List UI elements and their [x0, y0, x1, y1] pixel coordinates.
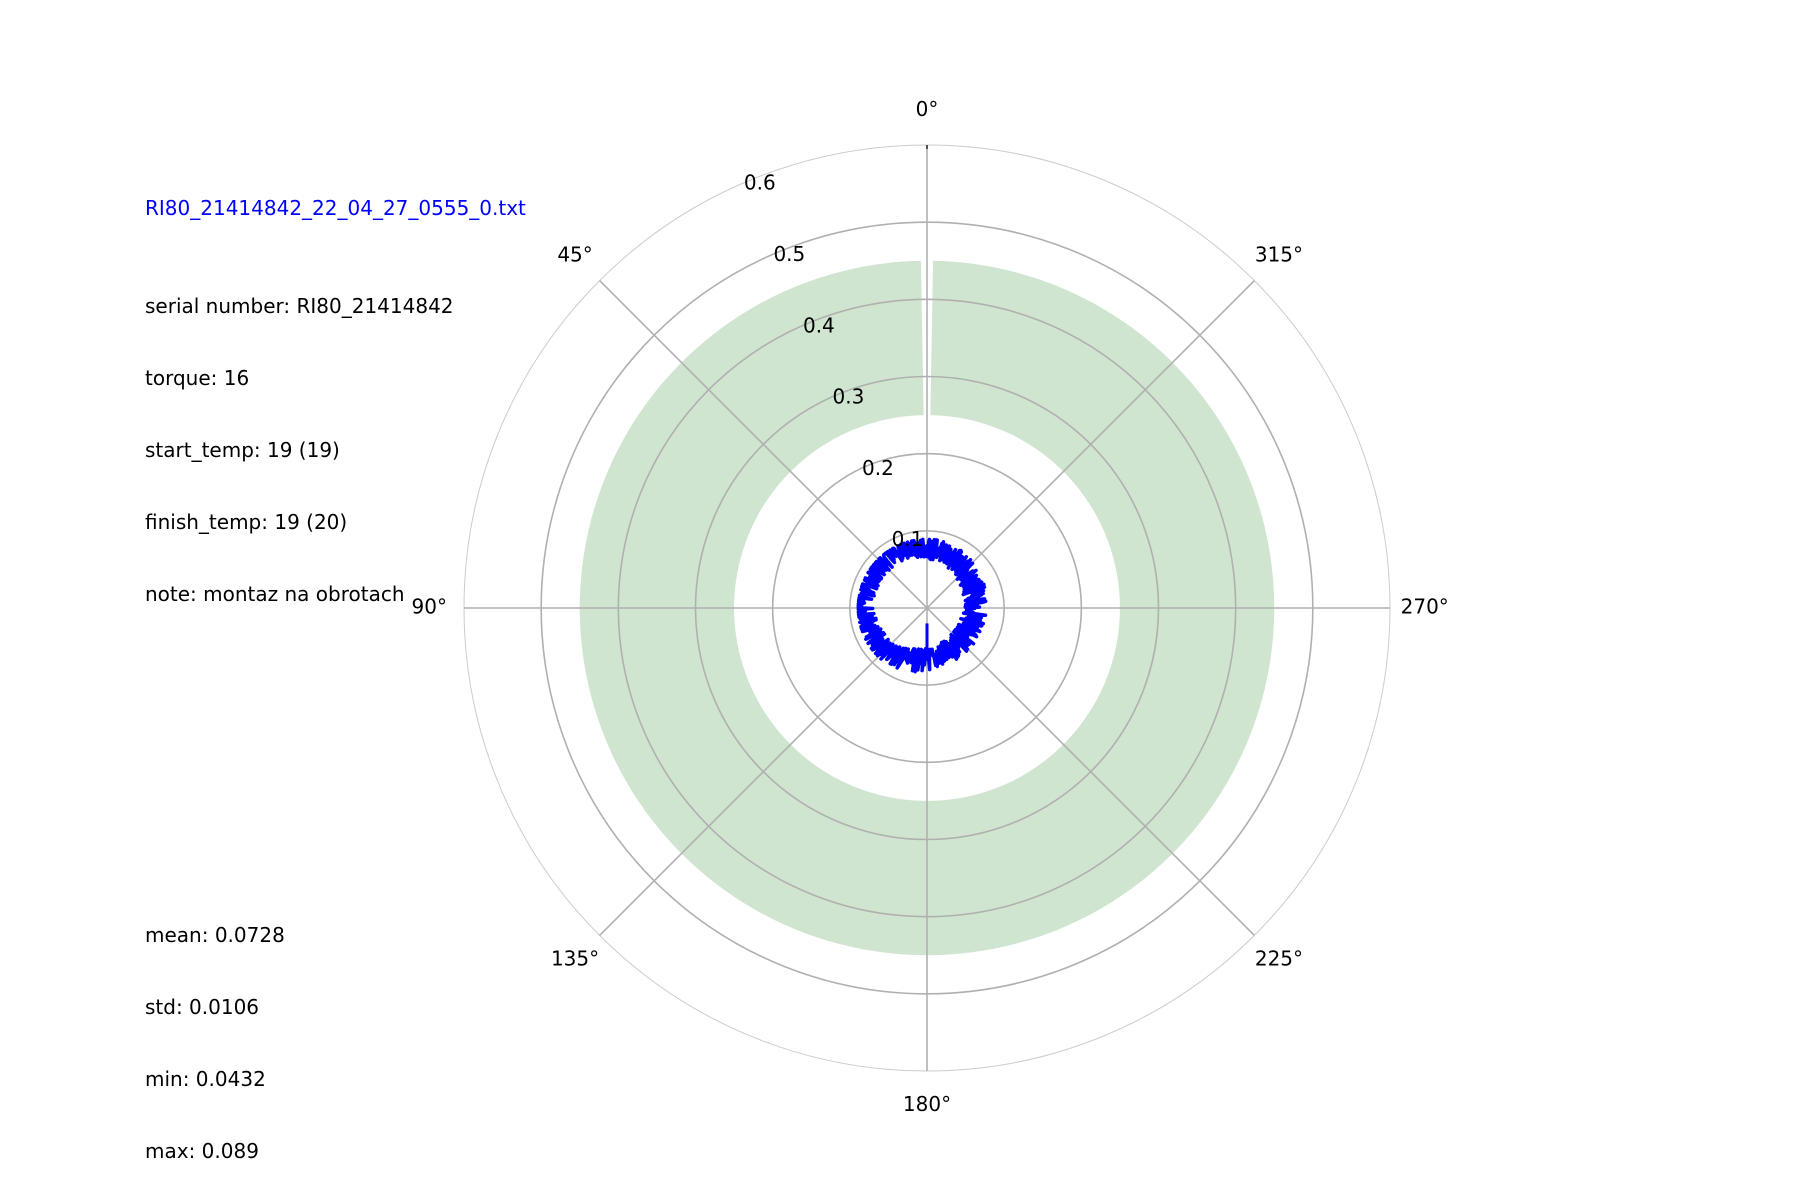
finish-temp-text: finish_temp: 19 (20)	[145, 510, 348, 534]
r-tick-label: 0.1	[892, 527, 924, 551]
file-title: RI80_21414842_22_04_27_0555_0.txt	[145, 196, 526, 220]
theta-tick-label: 0°	[916, 97, 939, 121]
theta-tick-label: 225°	[1255, 946, 1303, 970]
mean-text: mean: 0.0728	[145, 923, 285, 947]
r-tick-label: 0.4	[803, 313, 835, 337]
torque-text: torque: 16	[145, 366, 250, 390]
r-tick-label: 0.3	[833, 385, 865, 409]
theta-grid-line	[599, 607, 928, 936]
min-text: min: 0.0432	[145, 1067, 266, 1091]
statistics-info: mean: 0.0728 std: 0.0106 min: 0.0432 max…	[145, 875, 285, 1187]
r-tick-label: 0.5	[773, 242, 805, 266]
theta-tick-label: 180°	[903, 1092, 951, 1116]
r-tick-label: 0.6	[744, 171, 776, 195]
max-text: max: 0.089	[145, 1139, 259, 1163]
measurement-info: serial number: RI80_21414842 torque: 16 …	[145, 246, 454, 630]
theta-tick-label: 135°	[551, 946, 599, 970]
series-line	[856, 537, 988, 674]
theta-tick-label: 270°	[1401, 595, 1449, 619]
std-text: std: 0.0106	[145, 995, 260, 1019]
serial-number-text: serial number: RI80_21414842	[145, 294, 454, 318]
r-tick-label: 0.2	[862, 456, 894, 480]
theta-tick-label: 315°	[1255, 243, 1303, 267]
note-text: note: montaz na obrotach	[145, 582, 405, 606]
theta-tick-label: 45°	[557, 243, 592, 267]
data-series	[856, 537, 988, 674]
tick-labels: 0.1 0.2 0.3 0.4 0.5 0.6 0° 45° 90° 135° 180° 225° 27…	[412, 97, 1449, 1116]
theta-grid-line	[926, 607, 1255, 936]
theta-tick-label: 90°	[412, 595, 447, 619]
theta-grid-line	[926, 280, 1255, 609]
polar-grid	[463, 144, 1391, 1072]
theta-grid-line	[599, 280, 928, 609]
start-temp-text: start_temp: 19 (19)	[145, 438, 340, 462]
